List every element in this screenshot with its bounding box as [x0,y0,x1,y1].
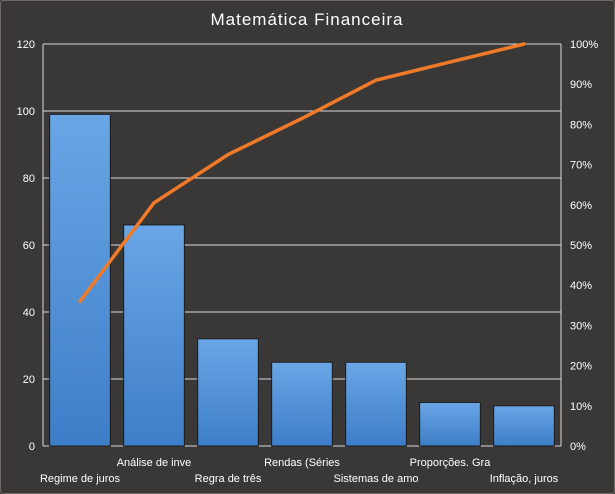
x-category-label: Análise de inve [117,457,192,469]
y-left-tick-label: 40 [23,307,35,319]
y-right-tick-label: 60% [570,200,592,212]
y-left-tick-label: 100 [17,106,35,118]
y-right-tick-label: 50% [570,240,592,252]
y-right-tick-label: 30% [570,320,592,332]
bar [345,361,407,447]
y-axis-right: 0% 10% 20% 30% 40% 50% 60% 70% 80% 90% 100% [570,39,598,453]
bar [49,113,111,447]
y-left-tick-label: 0 [29,441,35,453]
line-point [448,60,452,64]
bar [123,224,185,447]
bar [271,361,333,447]
x-category-label: Sistemas de amo [334,473,419,485]
y-left-tick-label: 120 [17,39,35,51]
x-category-label: Regra de três [195,473,262,485]
y-left-tick-label: 20 [23,374,35,386]
y-right-tick-label: 40% [570,280,592,292]
x-category-label: Regime de juros [40,473,121,485]
y-right-tick-label: 90% [570,79,592,91]
bar [197,338,259,447]
x-category-label: Inflação, juros [490,473,559,485]
x-category-label: Rendas (Séries [264,457,340,469]
line-point [226,153,230,157]
line-point [78,299,82,303]
x-category-label: Proporções. Gra [410,457,492,469]
line-point [374,78,378,82]
line-point [522,42,526,46]
cumulative-line-group [78,42,526,304]
line-point [300,116,304,120]
y-right-tick-label: 70% [570,160,592,172]
bar [419,401,481,447]
chart-title: Matemática Financeira [211,10,404,29]
y-axis-left: 0 20 40 60 80 100 120 [17,39,35,453]
bars-group [49,113,555,447]
y-right-tick-label: 10% [570,401,592,413]
y-left-tick-label: 60 [23,240,35,252]
y-right-tick-label: 20% [570,361,592,373]
y-right-tick-label: 100% [570,39,598,51]
line-point [152,201,156,205]
y-right-tick-label: 80% [570,119,592,131]
y-right-tick-label: 0% [570,441,586,453]
bar [493,405,555,447]
y-left-tick-label: 80 [23,173,35,185]
